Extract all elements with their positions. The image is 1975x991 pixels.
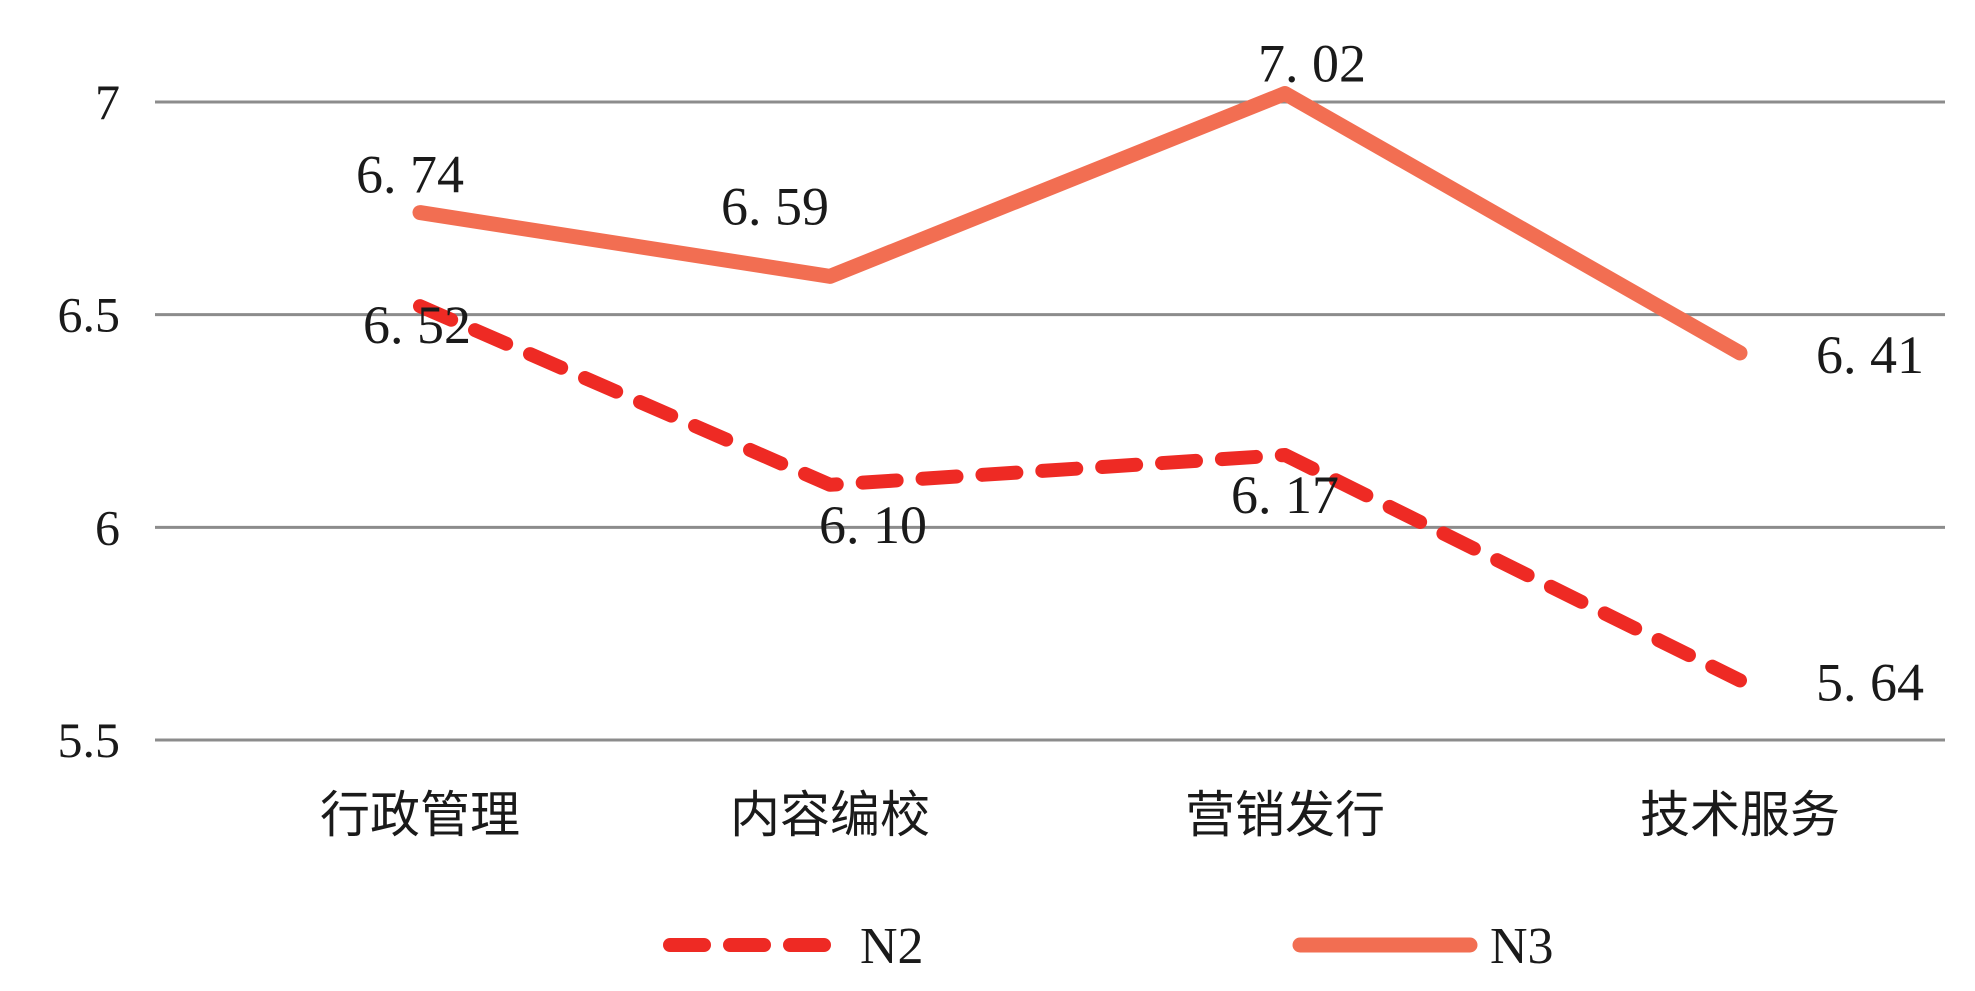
data-label-n3: 7. 02 xyxy=(1258,33,1366,93)
y-tick-label: 7 xyxy=(95,74,120,130)
series-lines xyxy=(412,85,1748,688)
data-label-n2: 6. 17 xyxy=(1231,465,1339,525)
data-labels: 6. 52 6. 10 6. 17 5. 64 6. 74 6. 59 7. 02 6. 41 xyxy=(356,33,1924,712)
x-tick-label: 营销发行 xyxy=(1185,787,1385,843)
data-point-n3 xyxy=(829,275,831,277)
x-tick-label: 行政管理 xyxy=(320,787,520,843)
legend-item-n2: N2 xyxy=(663,918,924,975)
y-tick-label: 6 xyxy=(95,499,120,555)
legend-label-n3: N3 xyxy=(1490,918,1554,975)
x-axis-ticks: 行政管理 内容编校 营销发行 技术服务 xyxy=(320,787,1840,843)
legend: N2 N3 xyxy=(663,918,1554,975)
y-tick-label: 5.5 xyxy=(58,712,121,768)
data-point-n2 xyxy=(1284,454,1286,456)
data-point-n3 xyxy=(1739,352,1741,354)
x-tick-label: 内容编校 xyxy=(730,787,930,843)
y-tick-label: 6.5 xyxy=(58,287,121,343)
data-label-n3: 6. 59 xyxy=(721,176,829,236)
data-point-n2 xyxy=(1739,679,1741,681)
legend-item-n3: N3 xyxy=(1292,918,1554,975)
data-point-n3 xyxy=(419,212,421,214)
data-label-n3: 6. 74 xyxy=(356,145,464,205)
data-point-n2 xyxy=(829,484,831,486)
legend-label-n2: N2 xyxy=(860,918,924,975)
data-label-n2: 6. 10 xyxy=(819,495,927,555)
series-line-n3 xyxy=(412,85,1748,361)
data-label-n2: 6. 52 xyxy=(363,295,471,355)
x-tick-label: 技术服务 xyxy=(1640,787,1840,843)
data-label-n3: 6. 41 xyxy=(1816,325,1924,385)
data-label-n2: 5. 64 xyxy=(1816,652,1924,712)
y-axis-ticks: 5.5 6 6.5 7 xyxy=(58,74,121,768)
series-line-n2 xyxy=(413,299,1747,688)
